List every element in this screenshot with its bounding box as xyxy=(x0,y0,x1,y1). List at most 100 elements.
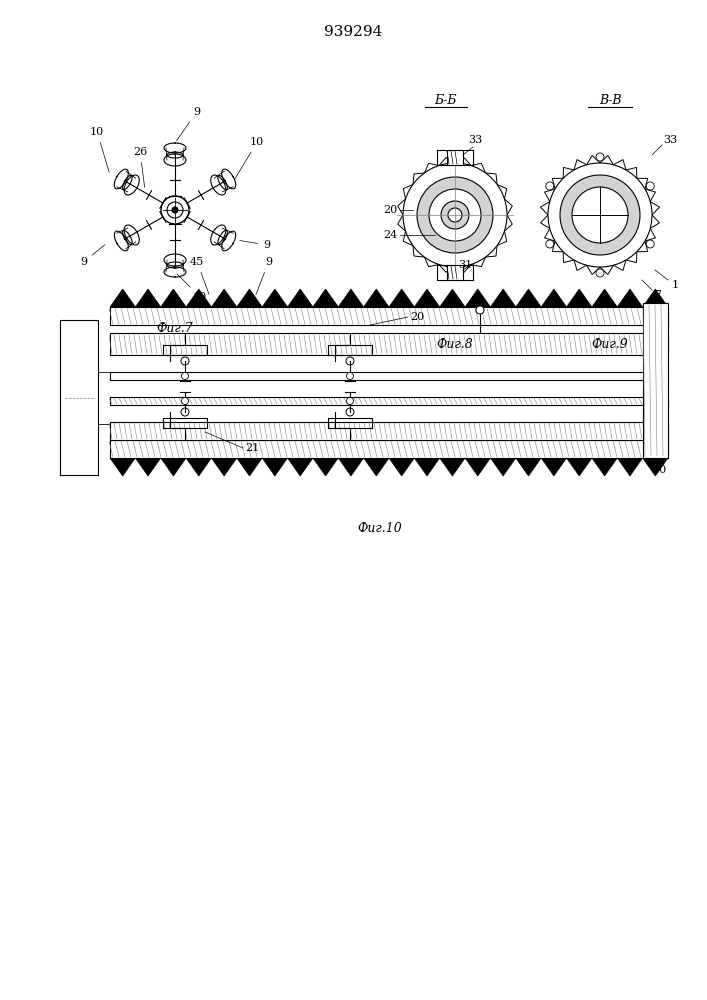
Text: 31: 31 xyxy=(458,260,472,270)
Circle shape xyxy=(172,207,178,213)
Polygon shape xyxy=(338,289,363,307)
Bar xyxy=(110,422,668,440)
Polygon shape xyxy=(566,289,592,307)
Text: 10: 10 xyxy=(90,127,109,172)
Text: 21: 21 xyxy=(245,443,259,453)
Bar xyxy=(110,372,668,380)
Polygon shape xyxy=(363,289,389,307)
Text: 24: 24 xyxy=(383,230,397,240)
Polygon shape xyxy=(643,458,668,476)
Polygon shape xyxy=(465,289,491,307)
Circle shape xyxy=(646,182,654,190)
Polygon shape xyxy=(516,289,541,307)
Polygon shape xyxy=(237,458,262,476)
Text: 7: 7 xyxy=(655,290,662,300)
Text: 45: 45 xyxy=(190,257,209,294)
Polygon shape xyxy=(592,289,617,307)
Polygon shape xyxy=(110,458,135,476)
Text: Фиг.7: Фиг.7 xyxy=(157,322,194,334)
Polygon shape xyxy=(617,458,643,476)
Circle shape xyxy=(181,357,189,365)
Bar xyxy=(447,150,463,165)
Polygon shape xyxy=(313,458,338,476)
Bar xyxy=(110,307,668,325)
Polygon shape xyxy=(160,458,186,476)
Circle shape xyxy=(596,153,604,161)
Circle shape xyxy=(182,397,189,404)
Circle shape xyxy=(546,182,554,190)
Circle shape xyxy=(572,187,628,243)
Polygon shape xyxy=(135,458,160,476)
Text: 9: 9 xyxy=(240,240,270,250)
Bar xyxy=(110,333,668,355)
Polygon shape xyxy=(262,458,288,476)
Text: В-В: В-В xyxy=(599,94,621,106)
Text: 20: 20 xyxy=(410,312,424,322)
Bar xyxy=(643,303,668,458)
Text: Фиг.9: Фиг.9 xyxy=(592,338,629,352)
Bar xyxy=(60,320,98,475)
Polygon shape xyxy=(135,289,160,307)
Text: 26: 26 xyxy=(133,147,147,187)
Text: 20: 20 xyxy=(383,205,397,215)
Polygon shape xyxy=(541,458,566,476)
Circle shape xyxy=(548,163,652,267)
Circle shape xyxy=(182,372,189,379)
Text: Фиг.8: Фиг.8 xyxy=(437,338,474,352)
Circle shape xyxy=(403,163,507,267)
Polygon shape xyxy=(592,458,617,476)
Polygon shape xyxy=(389,289,414,307)
Text: 9: 9 xyxy=(80,245,105,267)
Polygon shape xyxy=(414,289,440,307)
Polygon shape xyxy=(414,458,440,476)
Polygon shape xyxy=(160,289,186,307)
Polygon shape xyxy=(186,458,211,476)
Polygon shape xyxy=(440,289,465,307)
Text: 33: 33 xyxy=(468,135,482,145)
Text: 10: 10 xyxy=(177,274,207,302)
Text: 9: 9 xyxy=(256,257,272,294)
Polygon shape xyxy=(440,458,465,476)
Circle shape xyxy=(476,306,484,314)
Bar xyxy=(110,440,668,458)
Polygon shape xyxy=(288,458,313,476)
Bar xyxy=(110,397,668,405)
Circle shape xyxy=(346,397,354,404)
Circle shape xyxy=(546,240,554,248)
Polygon shape xyxy=(566,458,592,476)
Circle shape xyxy=(429,189,481,241)
Circle shape xyxy=(560,175,640,255)
Polygon shape xyxy=(211,458,237,476)
Text: 10: 10 xyxy=(235,137,264,180)
Polygon shape xyxy=(338,458,363,476)
Text: 939294: 939294 xyxy=(324,25,382,39)
Polygon shape xyxy=(389,458,414,476)
Polygon shape xyxy=(617,289,643,307)
Polygon shape xyxy=(541,289,566,307)
Text: Б-Б: Б-Б xyxy=(434,94,456,106)
Circle shape xyxy=(346,408,354,416)
Circle shape xyxy=(441,201,469,229)
Polygon shape xyxy=(288,289,313,307)
Circle shape xyxy=(346,357,354,365)
Polygon shape xyxy=(110,289,135,307)
Text: 10: 10 xyxy=(653,465,667,475)
Text: 9: 9 xyxy=(177,107,200,141)
Polygon shape xyxy=(186,289,211,307)
Polygon shape xyxy=(465,458,491,476)
Polygon shape xyxy=(313,289,338,307)
Circle shape xyxy=(596,269,604,277)
Polygon shape xyxy=(262,289,288,307)
Polygon shape xyxy=(363,458,389,476)
Text: Фиг.10: Фиг.10 xyxy=(358,522,402,534)
Polygon shape xyxy=(643,289,668,307)
Polygon shape xyxy=(491,458,516,476)
Circle shape xyxy=(417,177,493,253)
Polygon shape xyxy=(237,289,262,307)
Polygon shape xyxy=(491,289,516,307)
Text: 33: 33 xyxy=(663,135,677,145)
Circle shape xyxy=(346,372,354,379)
Circle shape xyxy=(646,240,654,248)
Polygon shape xyxy=(211,289,237,307)
Bar xyxy=(447,265,463,280)
